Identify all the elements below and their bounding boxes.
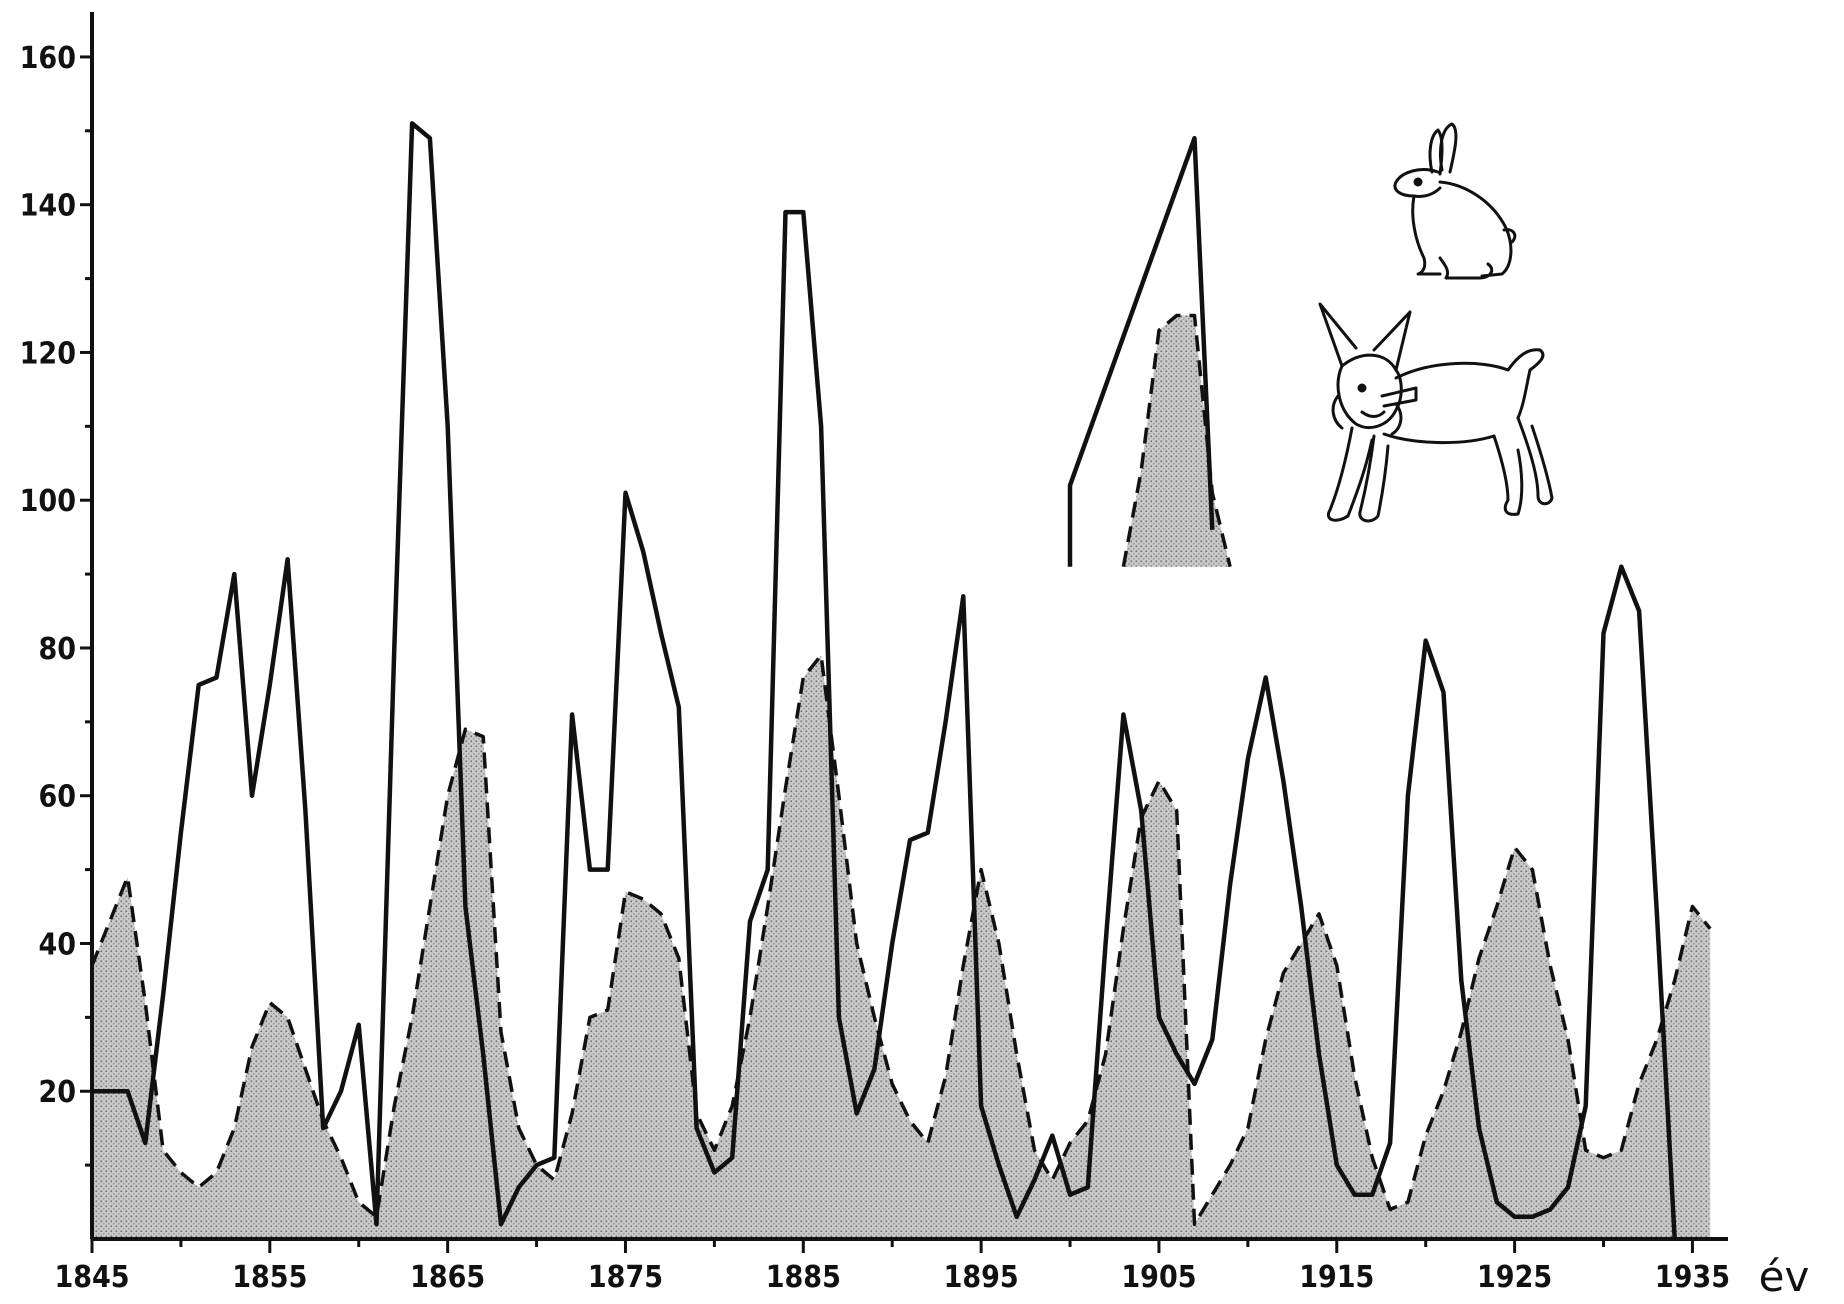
x-tick-label: 1865 [410, 1260, 485, 1295]
hare-chest [1411, 194, 1442, 276]
hare-icon [1393, 122, 1517, 280]
lynx-ruff [1331, 394, 1403, 436]
hare-body [1438, 180, 1513, 278]
lynx-mouth [1360, 410, 1386, 418]
y-tick-label: 100 [20, 484, 76, 519]
series-3-dashed-line [1121, 313, 1232, 568]
y-tick-label: 140 [20, 189, 76, 224]
series-2-solid-line [1067, 135, 1215, 567]
y-tick-label: 40 [38, 927, 76, 962]
axes [80, 12, 1728, 1253]
lynx-eye [1357, 383, 1367, 393]
x-tick-label: 1855 [232, 1260, 307, 1295]
x-tick-label: 1915 [1299, 1260, 1374, 1295]
lynx-belly [1382, 432, 1496, 445]
lynx-hind-legs [1492, 416, 1554, 516]
x-tick-label: 1895 [944, 1260, 1019, 1295]
hare-ear-front [1428, 128, 1444, 176]
x-axis-label: év [1759, 1252, 1810, 1301]
y-tick-label: 20 [38, 1075, 76, 1110]
x-tick-label: 1935 [1655, 1260, 1730, 1295]
hare-tail [1502, 228, 1517, 244]
lynx-ear-right [1372, 310, 1412, 372]
line-layer [90, 121, 1712, 1240]
series-3-fill [1123, 315, 1231, 567]
lynx-back [1394, 348, 1545, 420]
x-tick-label: 1845 [54, 1260, 129, 1295]
y-tick-label: 80 [38, 632, 76, 667]
hare-leg [1438, 256, 1494, 280]
y-tick-label: 160 [20, 41, 76, 76]
series-1-fill [92, 655, 1711, 1239]
x-tick-label: 1905 [1121, 1260, 1196, 1295]
hare-eye [1413, 177, 1423, 187]
y-tick-label: 60 [38, 780, 76, 815]
fill-layer [92, 315, 1711, 1239]
tick-labels: 20 40 60 80 100 120 140 160 1845 1855 1865 1875 1885… [20, 41, 1810, 1301]
x-tick-label: 1925 [1477, 1260, 1552, 1295]
series-0-solid-line [92, 121, 1677, 1240]
lynx-icon [1318, 302, 1554, 523]
x-tick-label: 1885 [766, 1260, 841, 1295]
x-tick-label: 1875 [588, 1260, 663, 1295]
lynx-prey [1380, 386, 1418, 408]
lynx-head [1336, 353, 1403, 429]
lynx-front-legs [1327, 426, 1390, 523]
lynx-ear-left [1318, 302, 1358, 368]
y-tick-label: 120 [20, 336, 76, 371]
hare-head [1393, 168, 1442, 198]
series-1-dashed-line [90, 653, 1712, 1226]
